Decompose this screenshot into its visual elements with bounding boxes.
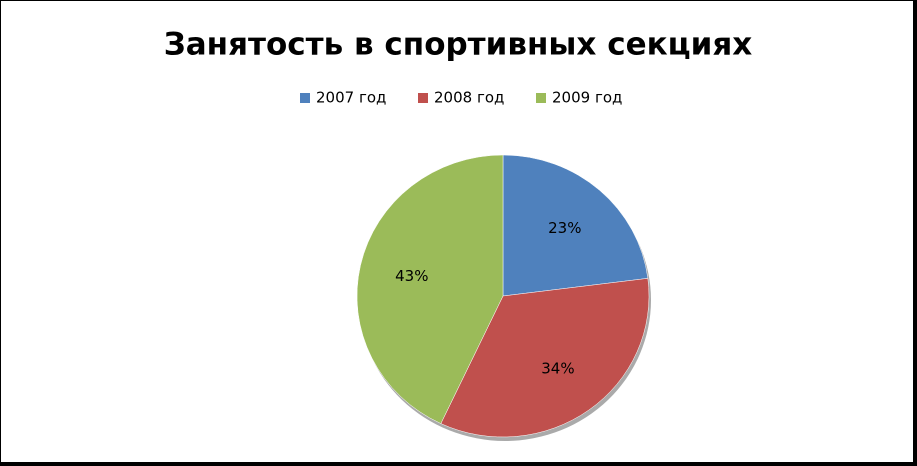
pie-slice (356, 154, 504, 424)
pie-slice (440, 278, 650, 438)
legend-swatch (300, 93, 310, 103)
data-label: 23% (548, 219, 581, 237)
legend-label: 2007 год (316, 89, 386, 107)
pie-slice (502, 154, 649, 297)
legend-swatch (418, 93, 428, 103)
chart-title: Занятость в спортивных секциях (164, 27, 753, 63)
legend: 2007 год 2008 год 2009 год (300, 89, 622, 107)
data-label: 43% (395, 267, 428, 285)
pie: 23% 34% 43% (356, 154, 651, 441)
legend-swatch (536, 93, 546, 103)
legend-label: 2008 год (434, 89, 504, 107)
data-label: 34% (541, 360, 574, 378)
legend-label: 2009 год (552, 89, 622, 107)
